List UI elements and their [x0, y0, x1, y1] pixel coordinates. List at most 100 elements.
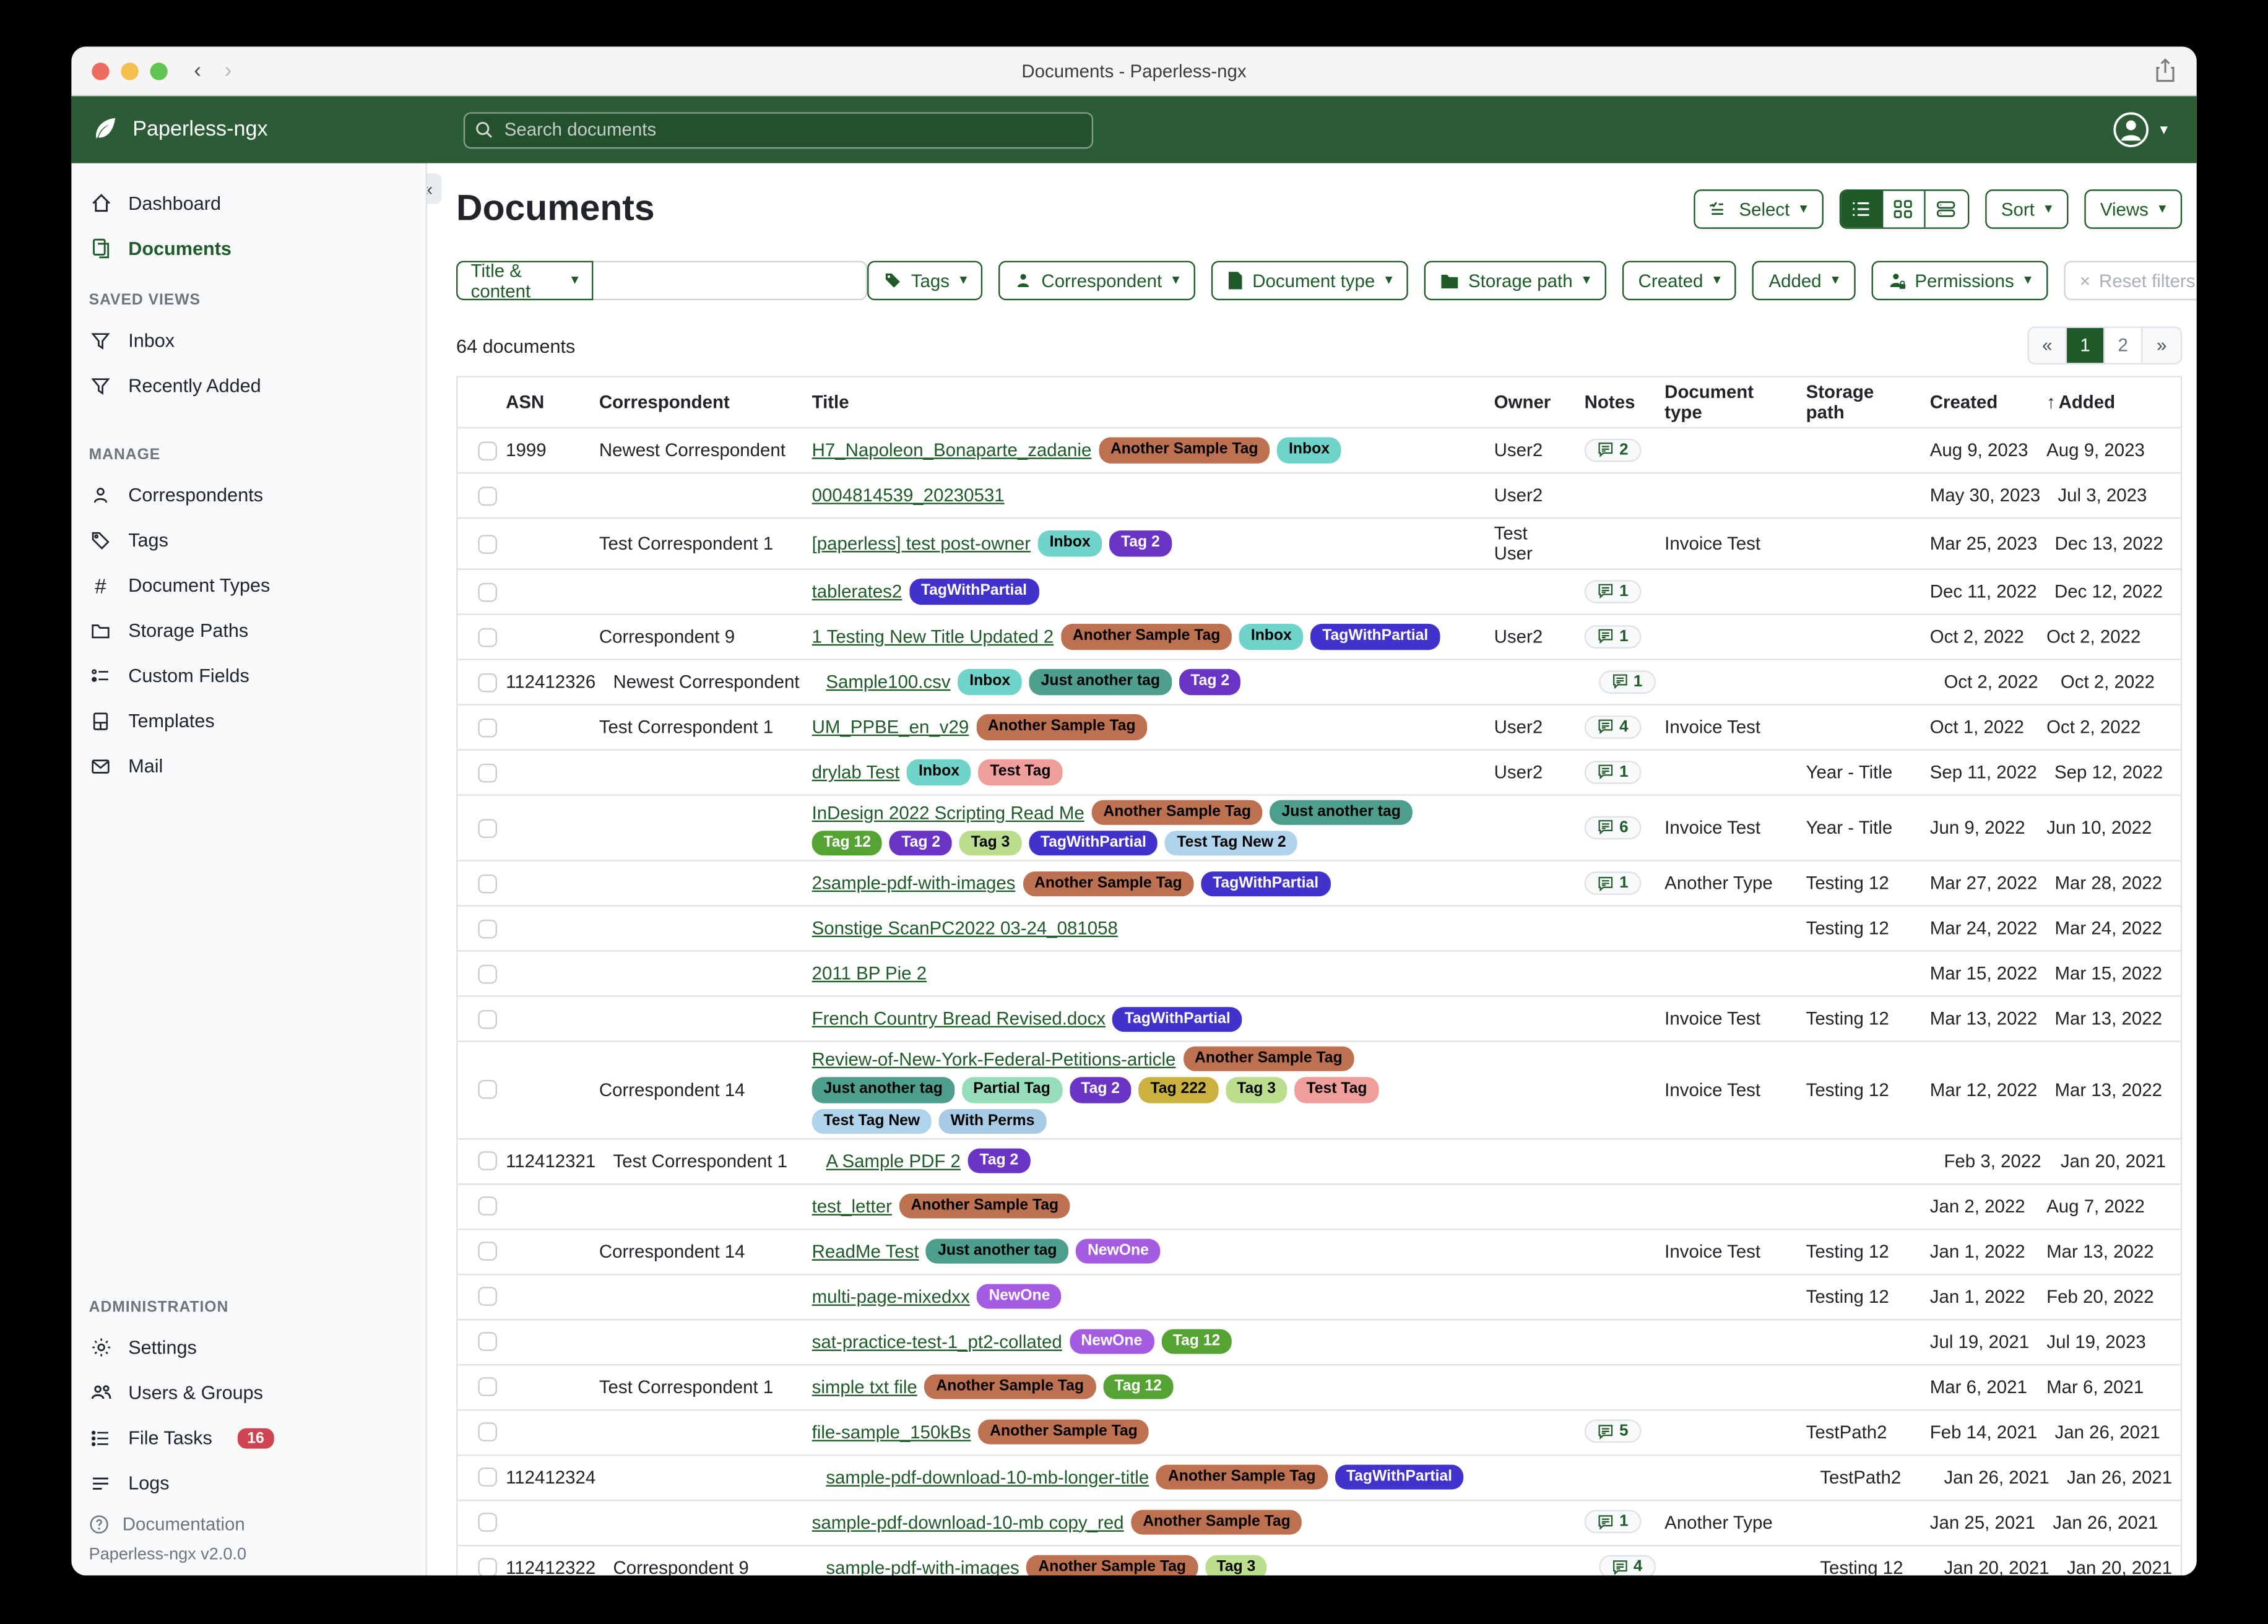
notes-badge[interactable]: 6 [1584, 816, 1642, 840]
tag-pill[interactable]: Tag 2 [889, 831, 953, 856]
tag-pill[interactable]: TagWithPartial [1310, 624, 1440, 650]
tag-pill[interactable]: Tag 3 [1225, 1078, 1288, 1103]
document-link[interactable]: H7_Napoleon_Bonaparte_zadanie [812, 440, 1092, 461]
header-notes[interactable]: Notes [1584, 392, 1635, 413]
tag-pill[interactable]: NewOne [1069, 1329, 1154, 1355]
header-added[interactable]: ↑ Added [2046, 392, 2116, 413]
row-checkbox[interactable] [478, 919, 497, 938]
notes-badge[interactable]: 2 [1584, 438, 1642, 462]
tag-pill[interactable]: TagWithPartial [1201, 871, 1331, 896]
tag-pill[interactable]: Another Sample Tag [978, 1419, 1149, 1445]
tag-pill[interactable]: Just another tag [1270, 800, 1413, 826]
row-checkbox[interactable] [478, 1377, 497, 1397]
sidebar-item-templates[interactable]: Templates [71, 698, 425, 743]
added-filter-button[interactable]: Added [1752, 261, 1855, 301]
row-checkbox[interactable] [478, 717, 497, 737]
tag-pill[interactable]: Another Sample Tag [899, 1193, 1070, 1219]
row-checkbox[interactable] [478, 1242, 497, 1261]
tag-pill[interactable]: Tag 3 [959, 831, 1022, 856]
document-link[interactable]: tablerates2 [812, 581, 902, 602]
sidebar-item-mail[interactable]: Mail [71, 743, 425, 788]
sidebar-item-users-groups[interactable]: Users & Groups [71, 1370, 425, 1415]
document-link[interactable]: Review-of-New-York-Federal-Petitions-art… [812, 1049, 1176, 1069]
tag-pill[interactable]: Tag 2 [1069, 1078, 1132, 1103]
notes-badge[interactable]: 1 [1584, 1510, 1642, 1534]
tag-pill[interactable]: Another Sample Tag [1060, 624, 1232, 650]
detail-view-button[interactable] [1840, 191, 1884, 228]
document-link[interactable]: UM_PPBE_en_v29 [812, 717, 969, 738]
row-checkbox[interactable] [478, 762, 497, 782]
notes-badge[interactable]: 1 [1584, 624, 1642, 649]
sidebar-item-document-types[interactable]: # Document Types [71, 563, 425, 608]
document-link[interactable]: 2sample-pdf-with-images [812, 873, 1016, 894]
document-link[interactable]: ReadMe Test [812, 1241, 919, 1262]
sidebar-item-documents[interactable]: Documents [71, 226, 425, 271]
row-checkbox[interactable] [478, 441, 497, 460]
tag-pill[interactable]: Another Sample Tag [1156, 1464, 1328, 1490]
sidebar-item-dashboard[interactable]: Dashboard [71, 181, 425, 226]
pagination-page-2[interactable]: 2 [2105, 327, 2143, 363]
notes-badge[interactable]: 5 [1584, 1420, 1642, 1444]
tag-pill[interactable]: NewOne [977, 1284, 1062, 1310]
row-checkbox[interactable] [478, 1422, 497, 1442]
zoom-window-button[interactable] [150, 62, 168, 80]
document-link[interactable]: sample-pdf-with-images [826, 1557, 1019, 1576]
row-checkbox[interactable] [478, 1080, 497, 1100]
back-icon[interactable]: ‹ [194, 58, 201, 84]
document-link[interactable]: multi-page-mixedxx [812, 1286, 970, 1307]
tag-pill[interactable]: Another Sample Tag [1091, 800, 1263, 826]
document-link[interactable]: 1 Testing New Title Updated 2 [812, 626, 1054, 647]
tag-pill[interactable]: Inbox [1239, 624, 1304, 650]
row-checkbox[interactable] [478, 582, 497, 602]
close-window-button[interactable] [92, 62, 110, 80]
row-checkbox[interactable] [478, 874, 497, 893]
row-checkbox[interactable] [478, 1513, 497, 1532]
notes-badge[interactable]: 1 [1584, 871, 1642, 895]
sidebar-item-logs[interactable]: Logs [71, 1461, 425, 1506]
row-checkbox[interactable] [478, 1332, 497, 1352]
header-created[interactable]: Created [1929, 392, 1998, 413]
tag-pill[interactable]: Another Sample Tag [976, 714, 1148, 740]
user-menu[interactable]: ▼ [2112, 111, 2170, 149]
tag-pill[interactable]: Tag 12 [1102, 1374, 1174, 1400]
document-link[interactable]: A Sample PDF 2 [826, 1151, 961, 1172]
sidebar-item-correspondents[interactable]: Correspondents [71, 472, 425, 517]
forward-icon[interactable]: › [224, 58, 232, 84]
sidebar-item-file-tasks[interactable]: File Tasks 16 [71, 1415, 425, 1461]
header-storage-path[interactable]: Storage path [1806, 381, 1874, 423]
tag-pill[interactable]: Inbox [907, 759, 971, 785]
document-link[interactable]: simple txt file [812, 1376, 917, 1397]
tag-pill[interactable]: Tag 222 [1138, 1078, 1218, 1103]
document-link[interactable]: 0004814539_20230531 [812, 485, 1005, 506]
tag-pill[interactable]: Another Sample Tag [1183, 1047, 1354, 1072]
document-link[interactable]: Sonstige ScanPC2022 03-24_081058 [812, 918, 1118, 939]
row-checkbox[interactable] [478, 486, 497, 505]
pagination-next-button[interactable]: » [2142, 327, 2181, 363]
notes-badge[interactable]: 4 [1584, 715, 1642, 739]
header-correspondent[interactable]: Correspondent [599, 392, 730, 413]
tag-pill[interactable]: TagWithPartial [1112, 1006, 1242, 1032]
row-checkbox[interactable] [478, 964, 497, 983]
sidebar-item-inbox[interactable]: Inbox [71, 317, 425, 363]
tag-pill[interactable]: Test Tag New 2 [1165, 831, 1298, 856]
sort-button[interactable]: Sort [1984, 189, 2069, 229]
document-link[interactable]: test_letter [812, 1196, 892, 1217]
card-view-button[interactable] [1925, 191, 1968, 228]
document-link[interactable]: drylab Test [812, 762, 900, 783]
row-checkbox[interactable] [478, 627, 497, 647]
tag-pill[interactable]: Tag 2 [1109, 531, 1172, 556]
row-checkbox[interactable] [478, 1287, 497, 1307]
tag-pill[interactable]: Tag 12 [812, 831, 883, 856]
document-link[interactable]: sample-pdf-download-10-mb copy_red [812, 1512, 1124, 1533]
reset-filters-button[interactable]: × Reset filters [2063, 261, 2197, 301]
header-document-type[interactable]: Document type [1664, 381, 1754, 423]
permissions-filter-button[interactable]: Permissions [1871, 261, 2048, 301]
tag-pill[interactable]: Test Tag [978, 759, 1063, 785]
share-icon[interactable] [2154, 58, 2176, 83]
title-content-input[interactable] [593, 261, 868, 301]
document-link[interactable]: sample-pdf-download-10-mb-longer-title [826, 1467, 1149, 1488]
tag-pill[interactable]: Tag 2 [1179, 669, 1242, 695]
tag-pill[interactable]: Another Sample Tag [1099, 438, 1270, 463]
views-button[interactable]: Views [2084, 189, 2183, 229]
row-checkbox[interactable] [478, 1196, 497, 1216]
